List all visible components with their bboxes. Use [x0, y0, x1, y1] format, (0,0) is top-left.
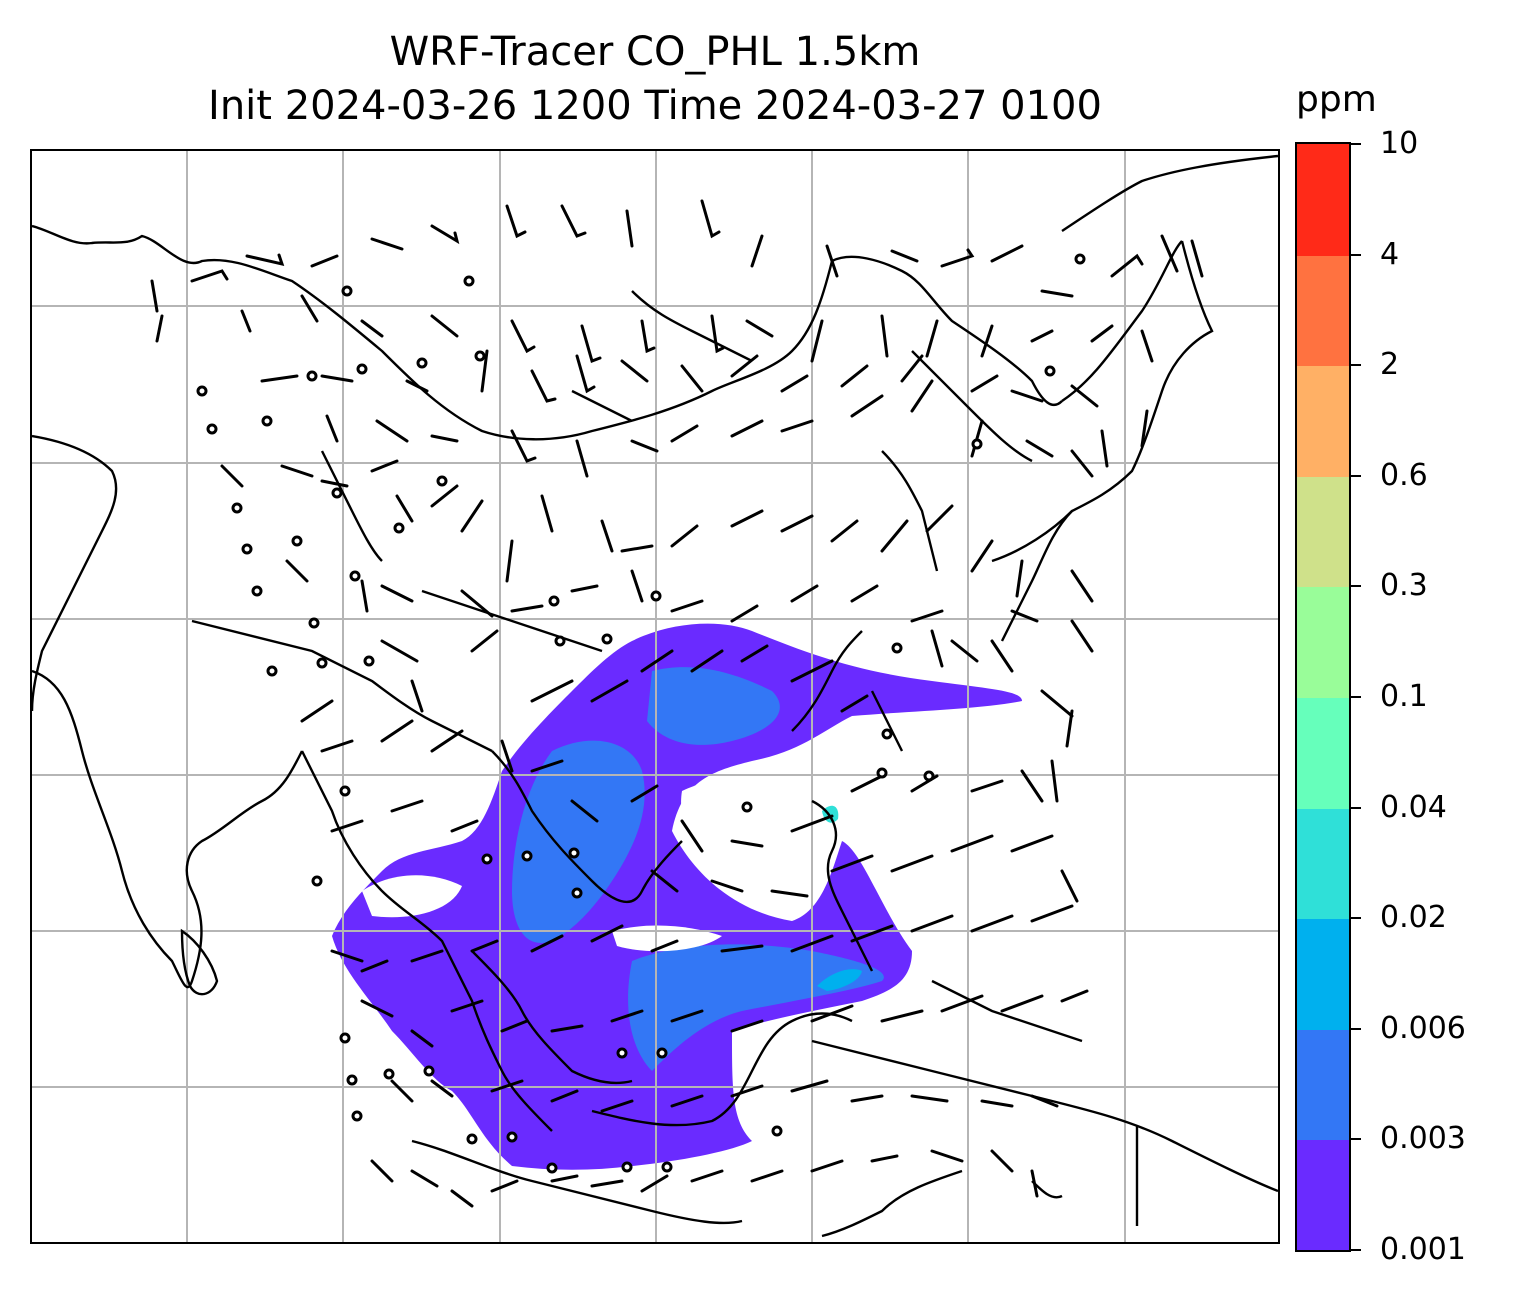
- plume-level-0.003-b: [628, 944, 884, 1071]
- wind-barbs: [150, 199, 1204, 1208]
- colorbar-segment-9: [1297, 144, 1349, 256]
- colorbar-segment-8: [1297, 254, 1349, 367]
- colorbar-tick-mark: [1351, 474, 1361, 477]
- plume-level-0.006: [817, 969, 862, 991]
- colorbar-tick-label: 4: [1380, 236, 1400, 272]
- colorbar-tick-mark: [1351, 253, 1361, 256]
- colorbar-tick-label: 0.006: [1380, 1010, 1466, 1046]
- colorbar-segment-2: [1297, 918, 1349, 1030]
- colorbar-tick-mark: [1351, 1138, 1361, 1141]
- colorbar-tick-mark: [1351, 1249, 1361, 1251]
- colorbar-tick-label: 2: [1380, 347, 1400, 383]
- colorbar-tick-label: 0.6: [1380, 457, 1428, 493]
- calm-wind-circles: [196, 253, 1086, 1174]
- colorbar-tick-label: 0.003: [1380, 1121, 1466, 1157]
- coastlines: [32, 154, 1278, 1238]
- colorbar-tick-label: 0.04: [1380, 789, 1447, 825]
- colorbar-tick-mark: [1351, 143, 1361, 145]
- colorbar-segment-6: [1297, 475, 1349, 588]
- map-gridlines: [32, 151, 1278, 1242]
- map-canvas: [32, 151, 1278, 1242]
- colorbar-tick-label: 0.3: [1380, 568, 1428, 604]
- plume-gap-1: [681, 779, 822, 861]
- colorbar-tick-label: 0.1: [1380, 679, 1428, 714]
- colorbar-tick-mark: [1351, 806, 1361, 809]
- plume-level-0.003-a: [512, 740, 645, 943]
- colorbar-tick-mark: [1351, 1027, 1361, 1030]
- colorbar: [1295, 142, 1351, 1252]
- colorbar-tick-mark: [1351, 364, 1361, 367]
- colorbar-tick-label: 10: [1380, 126, 1419, 161]
- plume-level-0.003-c: [647, 667, 780, 745]
- colorbar-segment-0: [1297, 1139, 1349, 1250]
- colorbar-unit-label: ppm: [1296, 79, 1377, 120]
- chart-title-line-2: Init 2024-03-26 1200 Time 2024-03-27 010…: [208, 83, 1102, 129]
- plume-gap-2: [362, 875, 462, 918]
- colorbar-segment-4: [1297, 697, 1349, 809]
- colorbar-tick-label: 0.001: [1380, 1232, 1466, 1267]
- colorbar-tick-label: 0.02: [1380, 900, 1447, 936]
- colorbar-tick-mark: [1351, 585, 1361, 588]
- colorbar-segment-1: [1297, 1028, 1349, 1141]
- plume-level-0.001: [332, 623, 1022, 1170]
- colorbar-tick-mark: [1351, 917, 1361, 920]
- colorbar-tick-mark: [1351, 696, 1361, 698]
- colorbar-segment-7: [1297, 365, 1349, 477]
- chart-title-line-1: WRF-Tracer CO_PHL 1.5km: [389, 29, 921, 75]
- colorbar-segment-5: [1297, 586, 1349, 698]
- map-panel: [30, 149, 1280, 1244]
- colorbar-segment-3: [1297, 807, 1349, 920]
